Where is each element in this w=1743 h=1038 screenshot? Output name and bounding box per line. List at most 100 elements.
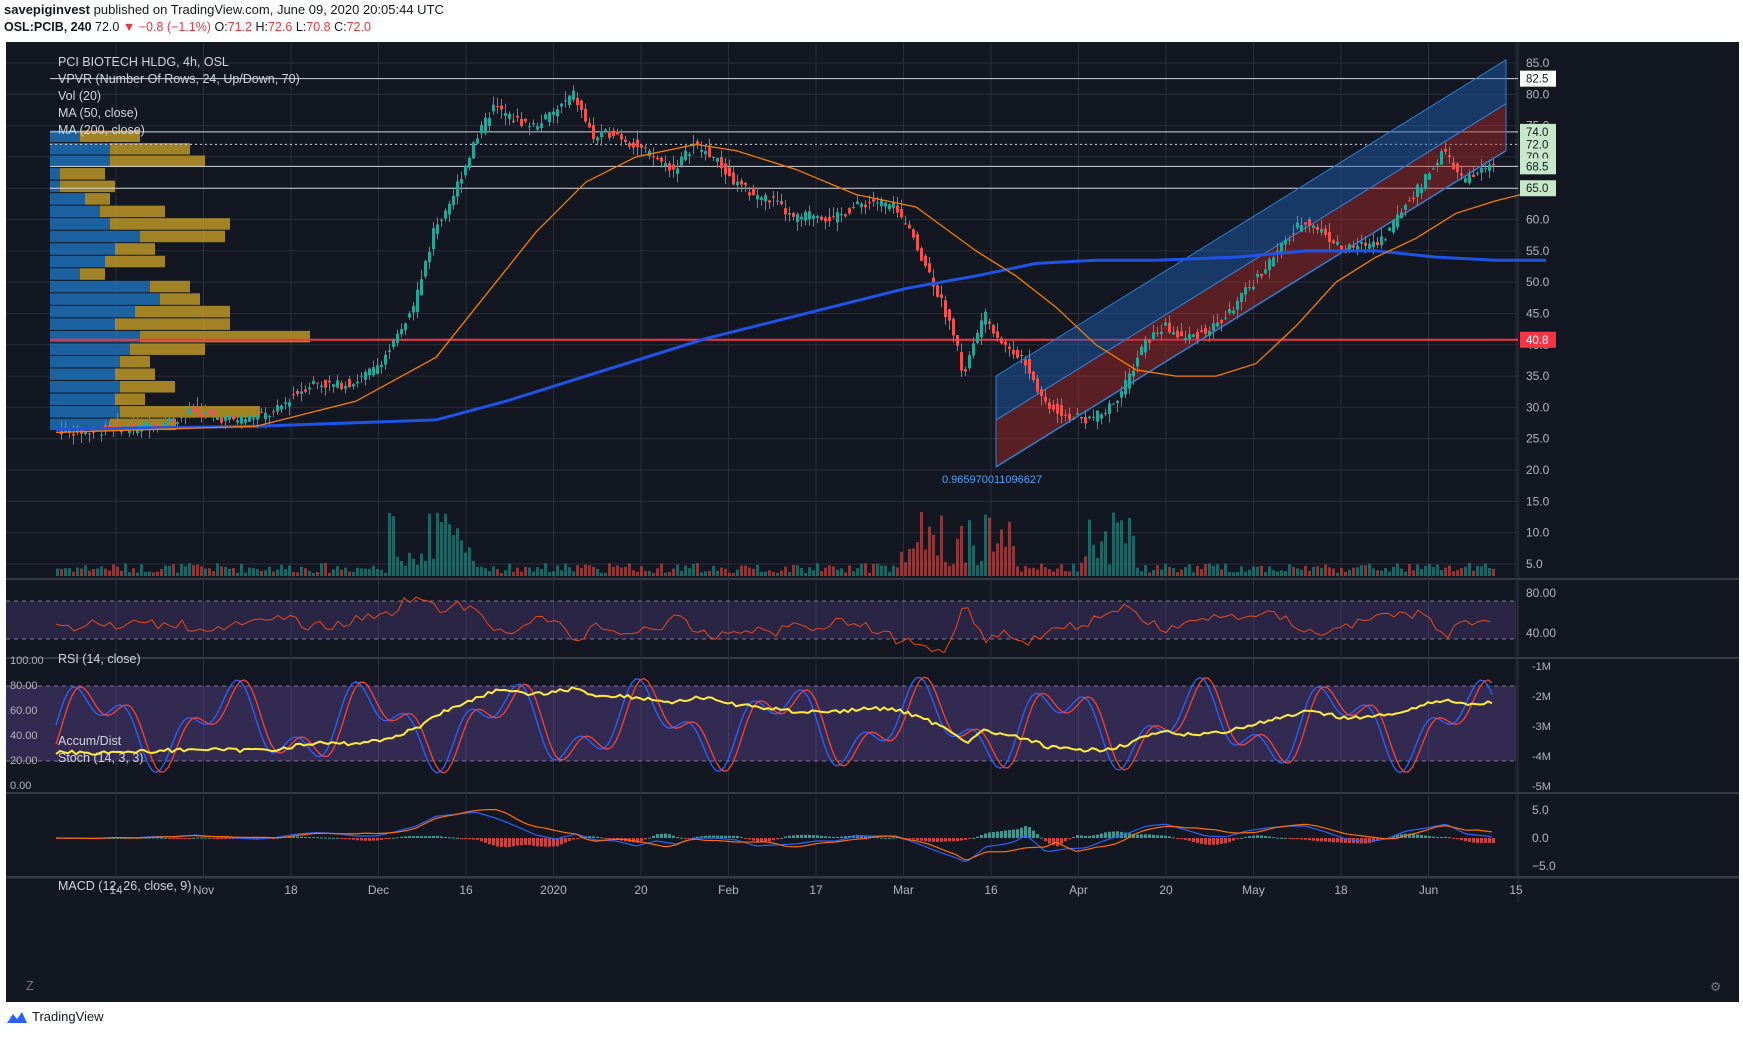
macd-histogram-bar	[420, 836, 423, 838]
legend-stoch[interactable]: Stoch (14, 3, 3)	[58, 751, 144, 765]
price-tick-label: 30.0	[1526, 400, 1550, 414]
legend-macd[interactable]: MACD (12, 26, close, 9)	[58, 879, 192, 893]
macd-histogram-bar	[1488, 838, 1491, 843]
candle-body	[908, 224, 911, 229]
legend-accum[interactable]: Accum/Dist	[58, 734, 122, 748]
macd-histogram-bar	[1380, 838, 1383, 840]
volume-bar	[724, 568, 727, 576]
volume-bar	[896, 567, 899, 576]
volume-bar	[700, 572, 703, 576]
macd-histogram-bar	[708, 835, 711, 838]
tradingview-logo-icon	[7, 1011, 27, 1023]
volume-bar	[1004, 546, 1007, 576]
legend-ma200[interactable]: MA (200, close)	[58, 123, 145, 137]
candle-body	[724, 163, 727, 175]
macd-histogram-bar	[548, 838, 551, 847]
ad-tick-label: -1M	[1532, 661, 1551, 673]
volume-bar	[1092, 544, 1095, 576]
macd-histogram-bar	[920, 838, 923, 841]
volume-bar	[392, 516, 395, 576]
volume-bar	[572, 571, 575, 576]
macd-histogram-bar	[328, 837, 331, 839]
candle-body	[400, 329, 403, 335]
volume-bar	[1328, 567, 1331, 576]
volume-bar	[1388, 571, 1391, 576]
macd-histogram-bar	[116, 837, 119, 839]
candle-body	[172, 419, 175, 423]
volume-bar	[1344, 571, 1347, 576]
candle-body	[1364, 242, 1367, 246]
macd-histogram-bar	[1364, 838, 1367, 844]
volume-bar	[988, 517, 991, 576]
candle-body	[420, 279, 423, 296]
legend-rsi[interactable]: RSI (14, close)	[58, 652, 141, 666]
macd-histogram-bar	[112, 837, 115, 839]
volume-bar	[1172, 568, 1175, 576]
macd-histogram-bar	[892, 837, 895, 839]
vpvr-bar-up	[50, 343, 130, 355]
candle-body	[732, 172, 735, 185]
chart-svg[interactable]: 14 Nov 18 Dec 16 2020 20 Feb 17 Mar 16 Apr 20 May 18 Ju…	[6, 42, 1739, 1002]
macd-histogram-bar	[864, 835, 867, 838]
macd-histogram-bar	[188, 838, 191, 839]
chart-area[interactable]: 14 Nov 18 Dec 16 2020 20 Feb 17 Mar 16 Apr 20 May 18 Ju…	[6, 42, 1739, 1002]
candle-body	[1212, 323, 1215, 331]
macd-histogram-bar	[848, 835, 851, 838]
macd-histogram-bar	[644, 838, 647, 840]
x-tick-label: Mar	[893, 883, 914, 897]
legend-vpvr[interactable]: VPVR (Number Of Rows, 24, Up/Down, 70)	[58, 72, 300, 86]
candle-body	[352, 384, 355, 387]
volume-bar	[1316, 566, 1319, 576]
volume-bar	[692, 564, 695, 576]
volume-bar	[340, 569, 343, 576]
volume-bar	[1284, 571, 1287, 576]
volume-bar	[1124, 543, 1127, 576]
macd-histogram-bar	[288, 836, 291, 838]
volume-bar	[1140, 571, 1143, 576]
settings-gear-icon[interactable]: ⚙	[1710, 980, 1722, 994]
legend-vol[interactable]: Vol (20)	[58, 89, 102, 103]
volume-bar	[1152, 569, 1155, 576]
macd-histogram-bar	[1416, 834, 1419, 838]
macd-histogram-bar	[472, 838, 475, 840]
candle-body	[640, 144, 643, 148]
stoch-tick-label: 100.00	[10, 655, 44, 667]
volume-bar	[640, 566, 643, 576]
volume-bar	[1020, 571, 1023, 576]
macd-histogram-bar	[1336, 838, 1339, 843]
volume-bar	[324, 563, 327, 576]
volume-bar	[524, 566, 527, 576]
macd-histogram-bar	[272, 838, 275, 839]
volume-bar	[464, 552, 467, 576]
candle-body	[1240, 292, 1243, 302]
down-arrow-icon: ▼	[122, 20, 136, 34]
volume-bar	[332, 569, 335, 576]
candle-body	[1376, 241, 1379, 246]
volume-bar	[1332, 568, 1335, 576]
volume-bar	[468, 547, 471, 576]
brand-name[interactable]: TradingView	[32, 1009, 104, 1024]
macd-histogram-bar	[212, 838, 215, 839]
candle-body	[1048, 402, 1051, 409]
candle-body	[524, 118, 527, 122]
volume-bar	[552, 571, 555, 576]
volume-bar	[1100, 541, 1103, 576]
macd-histogram-bar	[600, 837, 603, 839]
volume-bar	[388, 512, 391, 576]
macd-histogram-bar	[172, 838, 175, 839]
candle-body	[1068, 413, 1071, 420]
candle-body	[560, 103, 563, 107]
publisher-name[interactable]: savepiginvest	[4, 2, 90, 17]
macd-histogram-bar	[356, 838, 359, 841]
legend-ma50[interactable]: MA (50, close)	[58, 106, 138, 120]
vpvr-bar-down	[115, 368, 155, 380]
ohlc-line: OSL:PCIB, 240 72.0 ▼ −0.8 (−1.1%) O:71.2…	[4, 20, 371, 34]
timezone-z-button[interactable]: Z	[26, 979, 34, 993]
x-tick-label: 17	[809, 883, 823, 897]
candle-body	[468, 157, 471, 168]
volume-bar	[532, 571, 535, 576]
candle-body	[1484, 167, 1487, 169]
price-tick-label: 45.0	[1526, 306, 1550, 320]
macd-histogram-bar	[1188, 838, 1191, 841]
volume-bar	[1420, 568, 1423, 576]
